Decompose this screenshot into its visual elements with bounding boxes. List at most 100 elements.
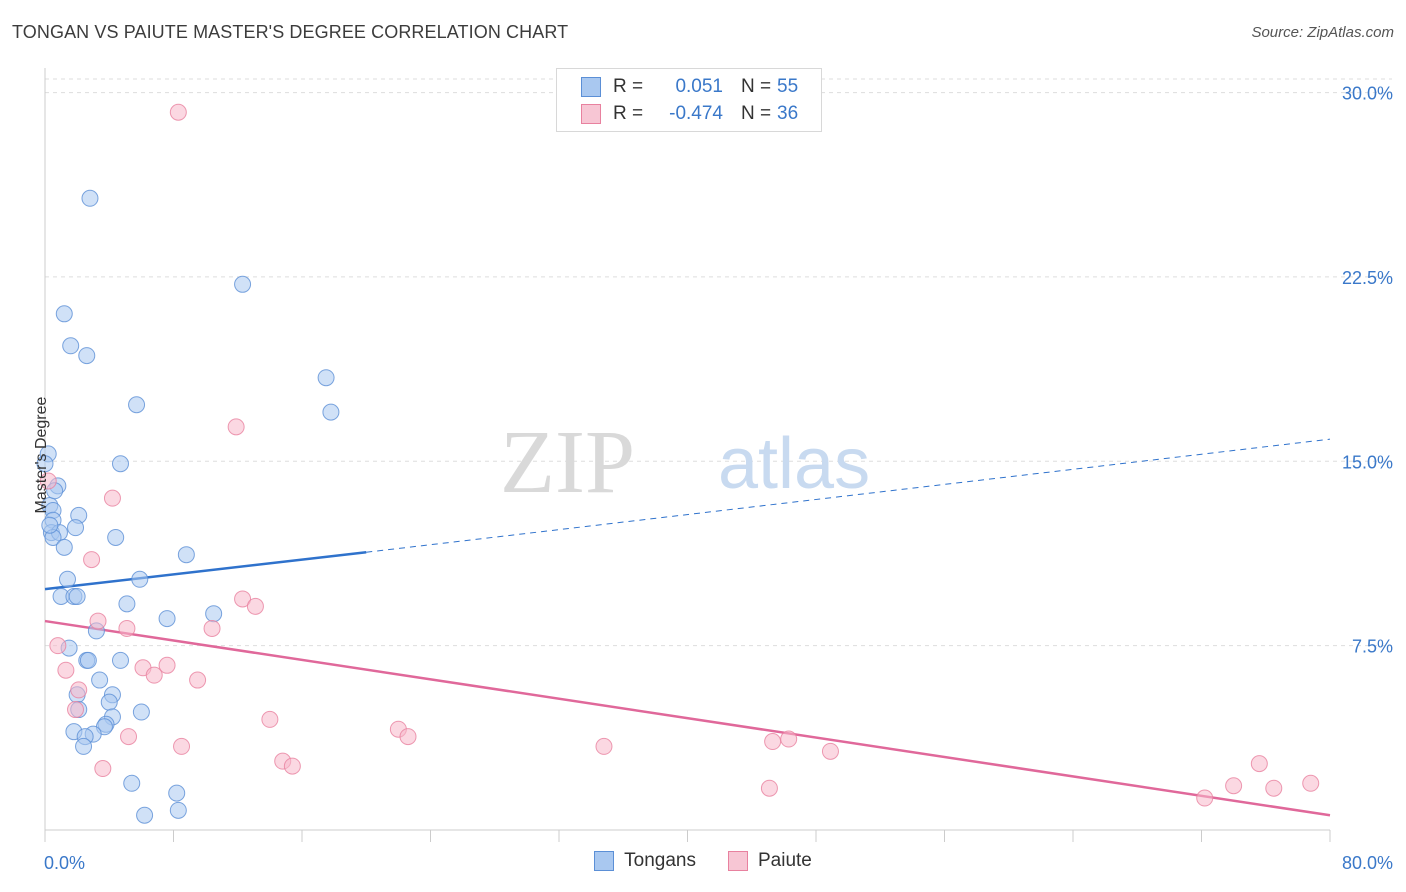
paiute-point[interactable] bbox=[189, 671, 207, 689]
paiute-point[interactable] bbox=[821, 742, 839, 760]
tongans-point[interactable] bbox=[68, 587, 86, 605]
tongans-point[interactable] bbox=[62, 337, 80, 355]
paiute-point[interactable] bbox=[120, 728, 138, 746]
tongans-point[interactable] bbox=[91, 671, 109, 689]
tongans-legend-swatch bbox=[594, 851, 615, 871]
tongans-point[interactable] bbox=[317, 369, 335, 387]
tongans-point[interactable] bbox=[111, 651, 129, 669]
y-tick-label: 22.5% bbox=[1342, 268, 1393, 288]
tongans-point[interactable] bbox=[58, 570, 76, 588]
watermark-atlas: atlas bbox=[718, 424, 870, 504]
tongans-point[interactable] bbox=[55, 305, 73, 323]
watermark-zip: ZIP bbox=[500, 413, 635, 512]
tongans-point[interactable] bbox=[128, 396, 146, 414]
paiute-point[interactable] bbox=[764, 733, 782, 751]
tongans-point[interactable] bbox=[107, 528, 125, 546]
paiute-point[interactable] bbox=[283, 757, 301, 775]
paiute-legend-swatch bbox=[727, 851, 748, 871]
n-value: 36 bbox=[777, 103, 799, 124]
source-label: Source: ZipAtlas.com bbox=[1251, 24, 1394, 41]
legend-row-tongans: R = 0.051 N = 55 bbox=[581, 75, 798, 99]
paiute-point[interactable] bbox=[103, 489, 121, 507]
tongans-point[interactable] bbox=[75, 737, 93, 755]
tongans-point[interactable] bbox=[67, 519, 85, 537]
watermark: ZIP atlas bbox=[500, 413, 870, 512]
tongans-point[interactable] bbox=[100, 693, 118, 711]
tongans-point[interactable] bbox=[168, 784, 186, 802]
tongans-point[interactable] bbox=[322, 403, 340, 421]
x-tick-label-min: 0.0% bbox=[44, 853, 85, 873]
tongans-point[interactable] bbox=[55, 538, 73, 556]
paiute-point[interactable] bbox=[169, 103, 187, 121]
n-value: 55 bbox=[777, 76, 799, 97]
paiute-point[interactable] bbox=[57, 661, 75, 679]
paiute-point[interactable] bbox=[39, 472, 57, 490]
paiute-point[interactable] bbox=[1225, 777, 1243, 795]
n-label: N = bbox=[741, 103, 772, 124]
paiute-point[interactable] bbox=[94, 760, 112, 778]
legend-item-tongans[interactable]: Tongans bbox=[594, 850, 696, 872]
tongans-point[interactable] bbox=[123, 774, 141, 792]
x-tick-label-max: 80.0% bbox=[1342, 853, 1393, 873]
paiute-point[interactable] bbox=[203, 619, 221, 637]
legend-label: Tongans bbox=[624, 850, 696, 871]
paiute-point[interactable] bbox=[173, 737, 191, 755]
paiute-point[interactable] bbox=[70, 681, 88, 699]
y-tick-label: 7.5% bbox=[1352, 637, 1393, 657]
r-label: R = bbox=[613, 103, 644, 124]
tongans-point[interactable] bbox=[131, 570, 149, 588]
y-tick-label: 30.0% bbox=[1342, 84, 1393, 104]
tongans-point[interactable] bbox=[41, 516, 59, 534]
chart-title: TONGAN VS PAIUTE MASTER'S DEGREE CORRELA… bbox=[12, 22, 569, 42]
tongans-point[interactable] bbox=[111, 455, 129, 473]
tongans-point[interactable] bbox=[79, 651, 97, 669]
tongans-point[interactable] bbox=[205, 605, 223, 623]
paiute-swatch bbox=[581, 104, 601, 124]
paiute-point[interactable] bbox=[780, 730, 798, 748]
tongans-point[interactable] bbox=[136, 806, 154, 824]
paiute-point[interactable] bbox=[1196, 789, 1214, 807]
tongans-point[interactable] bbox=[169, 801, 187, 819]
paiute-point[interactable] bbox=[760, 779, 778, 797]
y-tick-label: 15.0% bbox=[1342, 452, 1393, 472]
legend-row-paiute: R = -0.474 N = 36 bbox=[581, 102, 798, 126]
paiute-trend-line bbox=[44, 619, 1331, 817]
trend-lines bbox=[44, 438, 1331, 817]
paiute-point[interactable] bbox=[89, 612, 107, 630]
tongans-point[interactable] bbox=[118, 595, 136, 613]
paiute-point[interactable] bbox=[399, 728, 417, 746]
paiute-point[interactable] bbox=[246, 597, 264, 615]
r-value: 0.051 bbox=[675, 76, 723, 97]
paiute-point[interactable] bbox=[118, 619, 136, 637]
legend-label: Paiute bbox=[757, 850, 812, 871]
grid-lines bbox=[45, 78, 1392, 647]
tongans-point[interactable] bbox=[158, 610, 176, 628]
paiute-point[interactable] bbox=[1250, 755, 1268, 773]
paiute-point[interactable] bbox=[145, 666, 163, 684]
legend-item-paiute[interactable]: Paiute bbox=[727, 850, 812, 872]
r-label: R = bbox=[613, 76, 644, 97]
axes bbox=[44, 68, 1331, 842]
tongans-point[interactable] bbox=[234, 275, 252, 293]
tongans-point[interactable] bbox=[78, 347, 96, 365]
paiute-point[interactable] bbox=[234, 590, 252, 608]
paiute-point[interactable] bbox=[158, 656, 176, 674]
paiute-point[interactable] bbox=[1302, 774, 1320, 792]
paiute-point[interactable] bbox=[261, 710, 279, 728]
tongans-trend-line-extension bbox=[366, 438, 1331, 553]
tongans-point[interactable] bbox=[81, 189, 99, 207]
tongans-swatch bbox=[581, 77, 601, 97]
tongans-trend-line bbox=[44, 550, 367, 591]
paiute-point[interactable] bbox=[49, 637, 67, 655]
tongans-point[interactable] bbox=[132, 703, 150, 721]
stats-legend: R = 0.051 N = 55 R = -0.474 N = 36 bbox=[556, 68, 822, 132]
tongans-point[interactable] bbox=[36, 455, 54, 473]
paiute-point[interactable] bbox=[83, 551, 101, 569]
paiute-point[interactable] bbox=[595, 737, 613, 755]
paiute-point[interactable] bbox=[227, 418, 245, 436]
tongans-point[interactable] bbox=[177, 546, 195, 564]
paiute-point[interactable] bbox=[67, 701, 85, 719]
paiute-point[interactable] bbox=[1265, 779, 1283, 797]
series-legend: Tongans Paiute bbox=[0, 850, 1406, 872]
